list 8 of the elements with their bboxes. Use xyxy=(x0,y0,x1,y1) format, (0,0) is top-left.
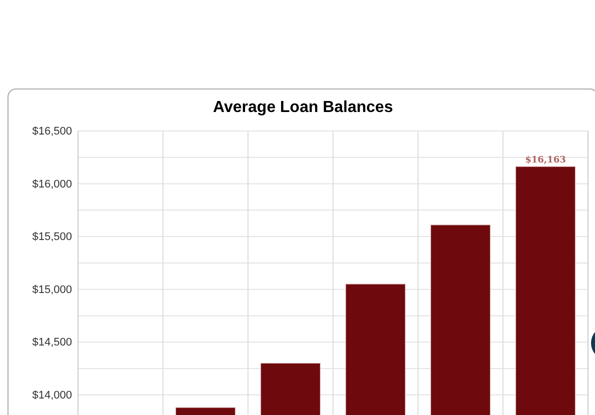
chart-title: Average Loan Balances xyxy=(213,99,394,116)
y-tick-label: $15,500 xyxy=(32,231,72,244)
y-tick-label: $14,000 xyxy=(32,389,72,402)
y-tick-label: $16,000 xyxy=(32,178,72,190)
y-tick-label: $16,500 xyxy=(32,126,72,138)
y-tick-label: $14,500 xyxy=(32,336,72,349)
data-label: $16,163 xyxy=(525,156,566,166)
y-tick-label: $15,000 xyxy=(32,284,72,296)
